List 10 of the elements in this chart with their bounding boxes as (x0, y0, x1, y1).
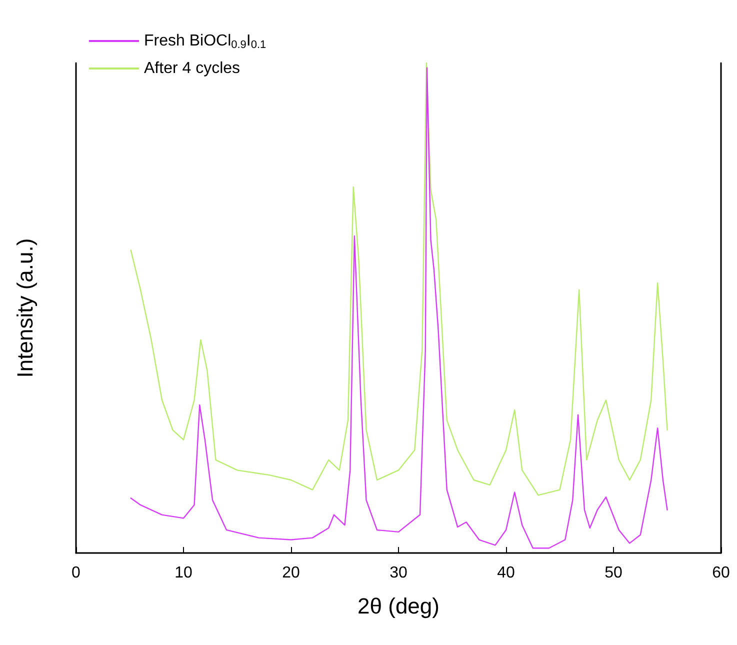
y-axis-title: Intensity (a.u.) (12, 238, 38, 378)
x-tick-label: 50 (604, 564, 622, 582)
legend-label: After 4 cycles (144, 60, 240, 77)
x-tick-label: 60 (712, 564, 730, 582)
x-tick-label: 30 (390, 564, 408, 582)
x-tick-label: 0 (72, 564, 81, 582)
x-tick-label: 10 (174, 564, 192, 582)
x-axis-title: 2θ (deg) (358, 594, 440, 618)
x-tick-label: 20 (282, 564, 300, 582)
x-tick-label: 40 (497, 564, 515, 582)
